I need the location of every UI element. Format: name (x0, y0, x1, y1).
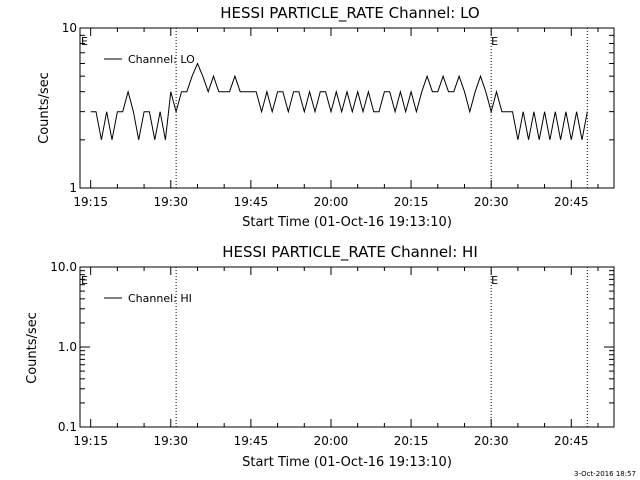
y-axis-label-hi: Counts/sec (25, 312, 40, 384)
x-tick-label: 19:15 (73, 434, 108, 448)
series-line-lo (90, 62, 588, 140)
x-axis-label-hi: Start Time (01-Oct-16 19:13:10) (242, 455, 452, 470)
x-tick-label: 20:00 (314, 434, 349, 448)
x-tick-label: 19:45 (234, 195, 269, 209)
x-tick-label: 20:15 (394, 434, 429, 448)
footer-timestamp: 3-Oct-2016 18:57 (574, 470, 636, 478)
y-tick-label: 1.0 (58, 340, 77, 354)
chart-panel-hi: HESSI PARTICLE_RATE Channel: HI 19:15 19:… (25, 243, 615, 470)
x-tick-label: 20:15 (394, 195, 429, 209)
chart-panel-lo: HESSI PARTICLE_RATE Channel: LO 19:15 19:… (37, 4, 615, 230)
event-marker-label: E (491, 274, 498, 287)
x-tick-label: 20:30 (474, 195, 509, 209)
event-marker-label: E (81, 274, 88, 287)
chart-title-hi: HESSI PARTICLE_RATE Channel: HI (222, 243, 478, 262)
y-tick-label: 10 (62, 21, 77, 35)
legend-label-hi: Channel: HI (128, 292, 192, 305)
x-tick-label: 19:45 (234, 434, 269, 448)
x-tick-label: 20:45 (554, 434, 589, 448)
plot-frame-lo (79, 27, 615, 189)
x-tick-label: 20:30 (474, 434, 509, 448)
event-marker-label: E (491, 35, 498, 48)
event-marker-label: E (81, 35, 88, 48)
x-tick-label: 20:45 (554, 195, 589, 209)
y-tick-label: 1 (69, 181, 77, 195)
x-tick-label: 19:30 (153, 434, 188, 448)
x-tick-label: 19:30 (153, 195, 188, 209)
x-tick-label: 19:15 (73, 195, 108, 209)
x-tick-label: 20:00 (314, 195, 349, 209)
y-axis-label-lo: Counts/sec (37, 72, 52, 144)
y-tick-label: 0.1 (58, 420, 77, 434)
legend-label-lo: Channel: LO (128, 53, 195, 66)
x-axis-label-lo: Start Time (01-Oct-16 19:13:10) (242, 215, 452, 230)
chart-title-lo: HESSI PARTICLE_RATE Channel: LO (220, 4, 479, 23)
y-tick-label: 10.0 (50, 260, 77, 274)
